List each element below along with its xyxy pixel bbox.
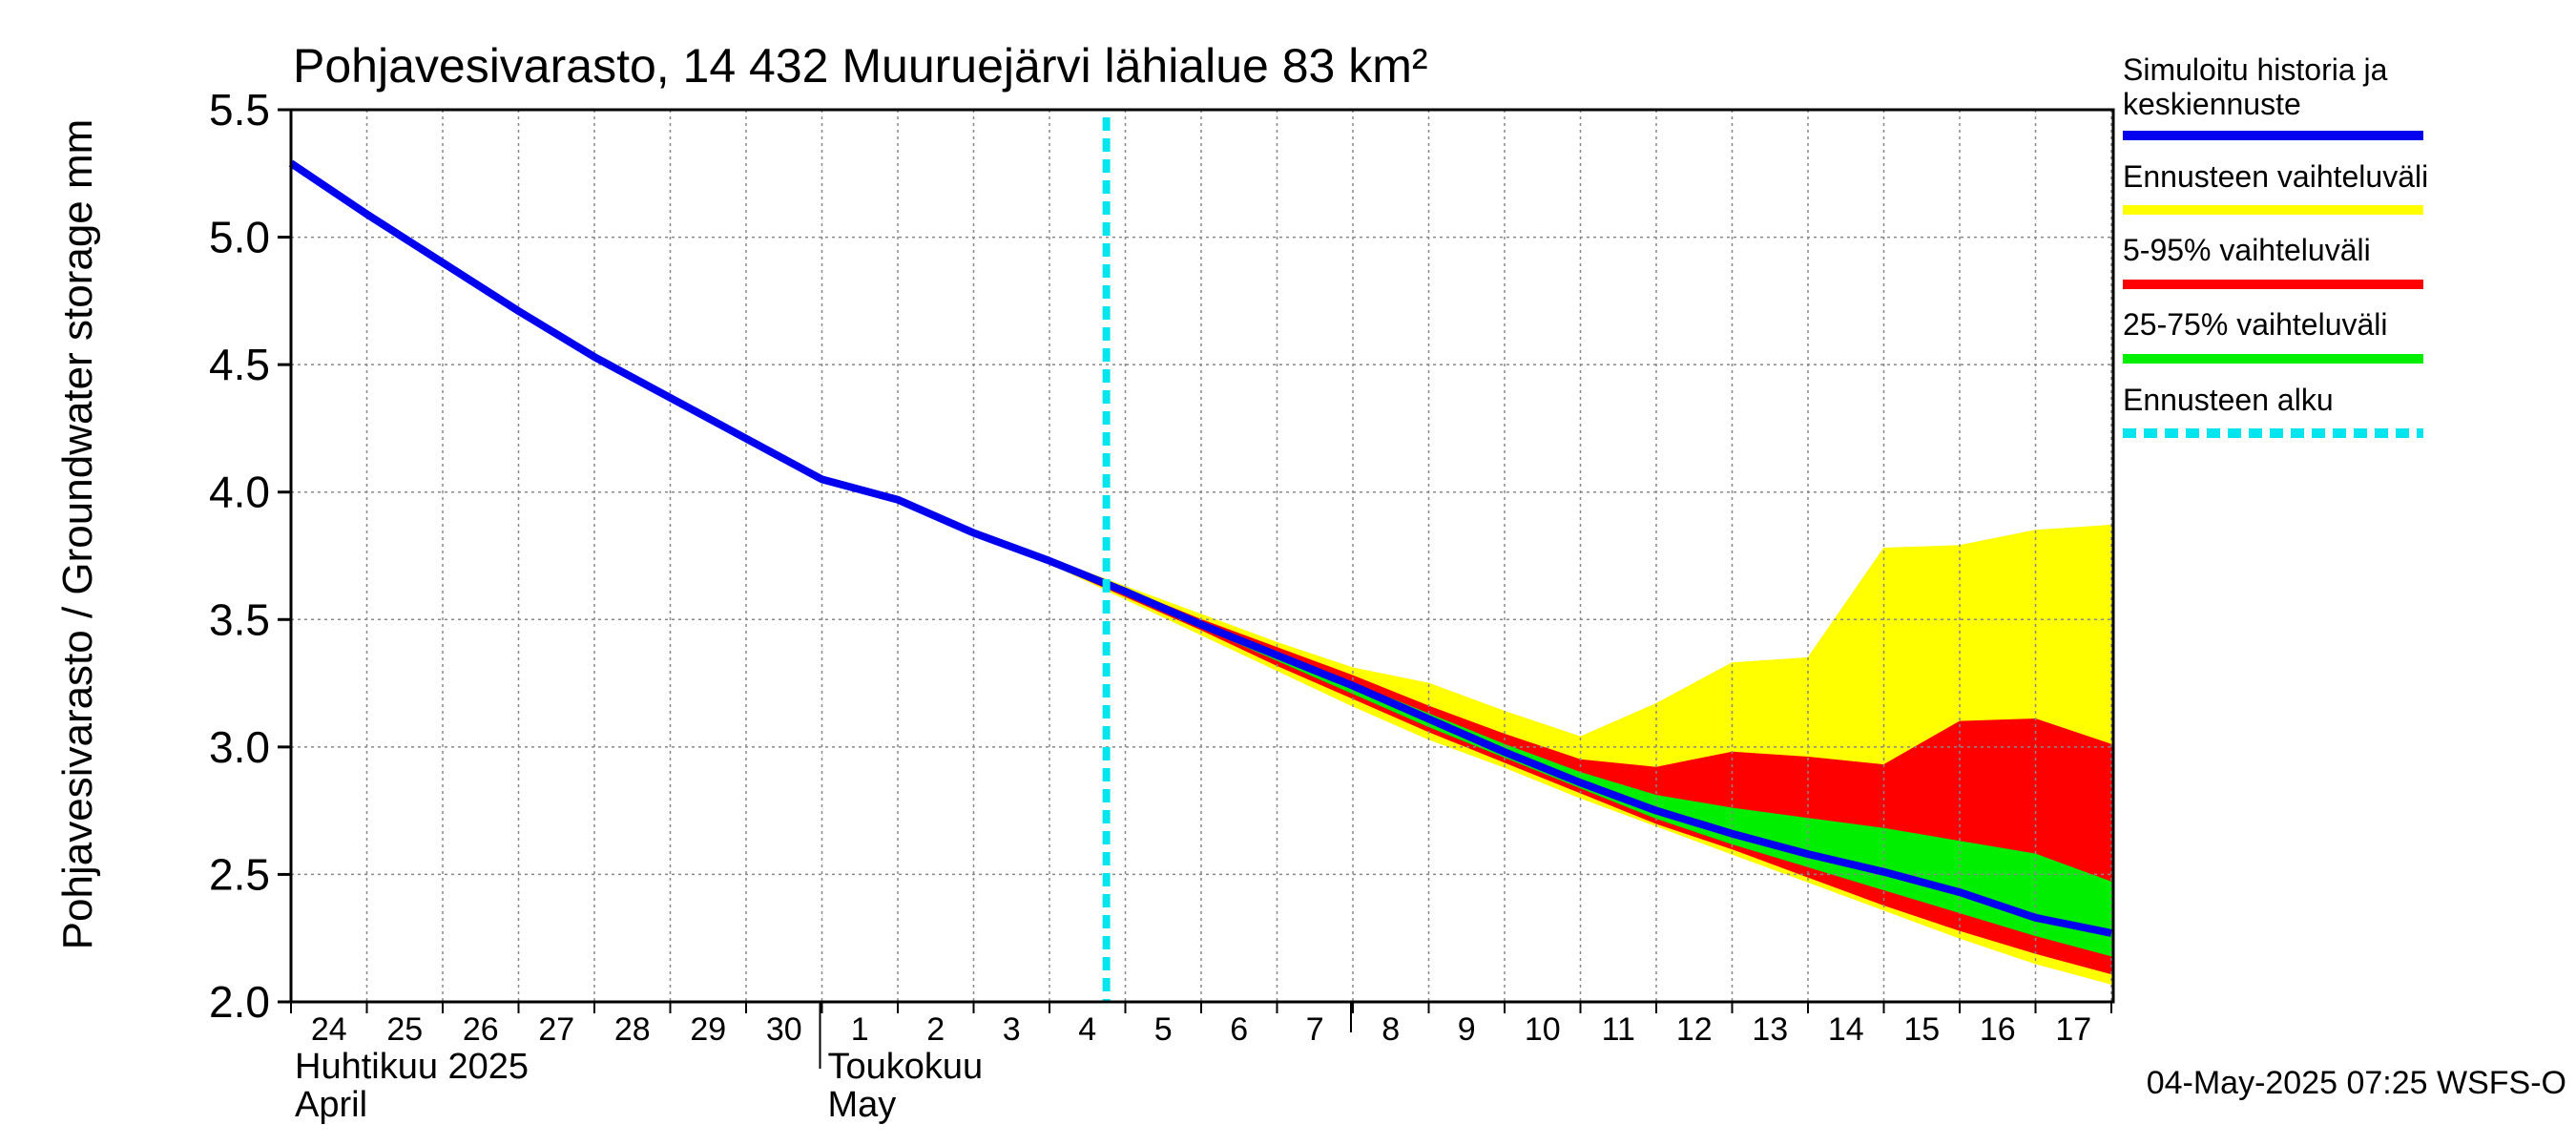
legend-label-line: keskiennuste <box>2123 87 2301 121</box>
series-lines <box>288 117 2112 1002</box>
x-tick-label: 27 <box>538 1011 574 1048</box>
legend-label-line: 5-95% vaihteluväli <box>2123 233 2371 267</box>
legend-label: 25-75% vaihteluväli <box>2123 307 2388 342</box>
month-label-fi: Huhtikuu 2025 <box>295 1047 529 1087</box>
x-tick-label: 16 <box>1980 1011 2016 1048</box>
y-tick-label: 4.0 <box>209 468 270 517</box>
x-tick-label: 8 <box>1381 1011 1400 1048</box>
x-tick-label: 1 <box>851 1011 869 1048</box>
month-label-en: May <box>828 1085 897 1125</box>
y-tick-label: 4.5 <box>209 340 270 389</box>
month-label-en: April <box>295 1085 367 1125</box>
x-tick-label: 7 <box>1306 1011 1324 1048</box>
y-tick-label: 5.5 <box>209 85 270 135</box>
y-tick-label: 2.5 <box>209 849 270 899</box>
y-tick-label: 3.5 <box>209 594 270 644</box>
footer-timestamp: 04-May-2025 07:25 WSFS-O <box>2147 1065 2566 1101</box>
x-tick-label: 13 <box>1752 1011 1788 1048</box>
legend-label-line: Ennusteen vaihteluväli <box>2123 159 2428 194</box>
x-tick-label: 2 <box>926 1011 945 1048</box>
legend-label: 5-95% vaihteluväli <box>2123 233 2371 267</box>
legend-label-line: 25-75% vaihteluväli <box>2123 307 2388 342</box>
x-tick-label: 29 <box>690 1011 726 1048</box>
x-tick-label: 17 <box>2055 1011 2091 1048</box>
legend-label-line: Simuloitu historia ja <box>2123 52 2388 87</box>
x-tick-label: 12 <box>1676 1011 1713 1048</box>
x-tick-label: 3 <box>1003 1011 1021 1048</box>
y-tick-label: 2.0 <box>209 977 270 1027</box>
chart-title: Pohjavesivarasto, 14 432 Muuruejärvi läh… <box>293 39 1428 93</box>
x-tick-label: 28 <box>614 1011 651 1048</box>
x-tick-label: 26 <box>463 1011 499 1048</box>
x-tick-label: 25 <box>386 1011 423 1048</box>
legend-label: Simuloitu historia ja keskiennuste <box>2123 52 2388 121</box>
x-tick-label: 15 <box>1903 1011 1940 1048</box>
legend: Simuloitu historia ja keskiennuste Ennuste… <box>2123 52 2428 438</box>
mean-line <box>288 159 2112 937</box>
x-tick-label: 9 <box>1458 1011 1476 1048</box>
x-tick-label: 24 <box>311 1011 347 1048</box>
x-tick-label: 14 <box>1828 1011 1864 1048</box>
y-tick-label: 3.0 <box>209 722 270 772</box>
x-tick-label: 10 <box>1525 1011 1561 1048</box>
forecast-bands <box>1049 524 2112 985</box>
x-tick-label: 11 <box>1602 1011 1635 1048</box>
x-tick-label: 5 <box>1154 1011 1173 1048</box>
x-tick-label: 30 <box>766 1011 802 1048</box>
month-label-fi: Toukokuu <box>828 1047 984 1087</box>
x-tick-label: 6 <box>1230 1011 1248 1048</box>
y-axis-label: Pohjavesivarasto / Groundwater storage m… <box>54 119 101 950</box>
y-tick-label: 5.0 <box>209 213 270 262</box>
legend-label: Ennusteen vaihteluväli <box>2123 159 2428 194</box>
axes: 2.02.53.03.54.04.55.05.524 25 26 27 28 29 30 1 2… <box>209 85 2112 1125</box>
legend-label-line: Ennusteen alku <box>2123 383 2334 417</box>
legend-label: Ennusteen alku <box>2123 383 2334 417</box>
x-tick-label: 4 <box>1078 1011 1096 1048</box>
